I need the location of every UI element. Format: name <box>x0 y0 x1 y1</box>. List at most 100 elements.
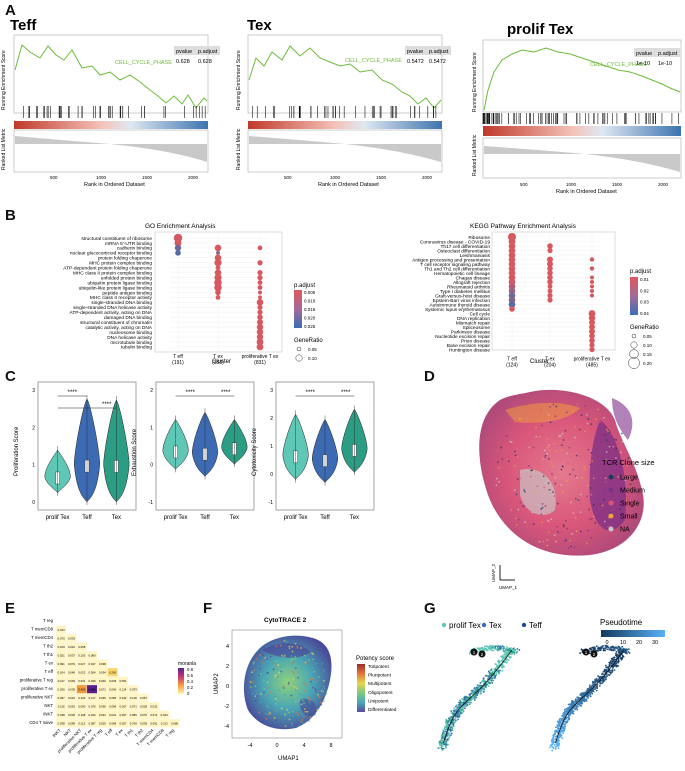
kegg-generatio-label: GeneRatio <box>630 325 659 331</box>
size-legend-label: 0.05 <box>308 347 317 352</box>
term-label: Mismatch repair <box>456 320 491 326</box>
cell-point <box>599 675 601 678</box>
cell-point <box>466 696 469 699</box>
cell-point <box>570 537 573 540</box>
violin-ytick: 2 <box>32 425 35 431</box>
heatmap-value: 0.031 <box>99 713 106 717</box>
cell-point <box>502 649 504 652</box>
heatmap-col-label: T reg <box>165 727 176 738</box>
term-label: Spliceosome <box>463 325 491 331</box>
cell-point <box>530 451 532 453</box>
cell-point <box>590 423 593 426</box>
panel-letter-c: C <box>5 368 16 385</box>
cell-point <box>317 693 319 696</box>
cell-point <box>501 647 504 650</box>
heatmap-value: 0.026 <box>58 687 65 691</box>
cell-point <box>563 729 566 732</box>
cell-point <box>454 717 457 719</box>
cell-point <box>294 655 297 658</box>
cell-point <box>561 444 563 447</box>
cell-point <box>495 674 498 676</box>
cell-point <box>610 512 612 514</box>
cell-point <box>294 695 296 698</box>
cell-point <box>292 678 295 681</box>
cell-point <box>523 489 526 491</box>
dot <box>257 314 263 321</box>
heatmap-legend-tick: 0.2 <box>187 685 194 690</box>
cell-point <box>300 703 303 706</box>
cell-point <box>254 699 257 702</box>
heatmap-value: 0.021 <box>58 653 65 657</box>
heatmap-row-label: T memCD8 <box>31 627 53 632</box>
cell-point <box>252 662 255 665</box>
heatmap-value: 0.038 <box>58 713 65 717</box>
cell-point <box>275 660 278 662</box>
term-label: Th17 cell differentiation <box>440 244 490 250</box>
cell-point <box>514 464 516 467</box>
cell-point <box>277 664 279 666</box>
cell-point <box>597 647 600 650</box>
cell-point <box>610 659 613 662</box>
cell-point <box>613 656 615 659</box>
cell-point <box>603 498 605 501</box>
cell-point <box>579 455 582 458</box>
legend-label: Large <box>620 475 638 482</box>
xtick: 1000 <box>566 182 577 187</box>
term-label: nuclear glucocorticoid receptor binding <box>70 251 152 257</box>
gsea-plot-prolif-tex: prolif Tex CELL_CYCLE_PHASE pvalue p.adj… <box>472 21 682 195</box>
cell-point <box>572 468 575 471</box>
cell-point <box>529 475 532 478</box>
cell-point <box>282 684 285 687</box>
panel-b: GO Enrichment Analysis structural consti… <box>63 223 659 369</box>
heatmap-row-label: proliferative T reg <box>20 678 54 683</box>
cell-point <box>494 645 497 648</box>
cell-point <box>500 446 503 449</box>
cell-point <box>559 732 562 734</box>
cell-point <box>580 414 583 417</box>
cell-point <box>497 644 500 647</box>
cell-point <box>579 511 582 514</box>
cell-point <box>256 692 259 695</box>
cell-point <box>499 669 502 672</box>
cell-point <box>251 681 254 683</box>
cell-point <box>510 647 512 649</box>
trajectory-node-label: 1 <box>473 650 476 655</box>
cell-point <box>536 485 539 488</box>
cluster-count: (204) <box>544 363 556 369</box>
cell-point <box>482 677 485 680</box>
violin-xtick: Tex <box>350 515 359 521</box>
cell-point <box>305 695 308 697</box>
dot <box>589 328 595 335</box>
umap-medium-region <box>589 420 626 531</box>
cell-point <box>288 645 291 648</box>
cell-point <box>308 659 311 662</box>
cluster-tick: T ex <box>545 357 555 363</box>
cell-point <box>574 422 576 424</box>
cell-point <box>605 664 607 667</box>
cell-point <box>604 434 606 437</box>
cell-point <box>440 747 443 750</box>
cell-point <box>570 545 573 548</box>
cell-point <box>567 438 570 441</box>
cell-point <box>489 669 492 672</box>
cell-point <box>294 704 297 707</box>
cell-point <box>553 743 556 746</box>
cell-point <box>442 735 445 738</box>
size-legend-label: 0.10 <box>308 356 317 361</box>
legend-swatch <box>608 500 614 506</box>
panel-letter-a: A <box>5 2 16 19</box>
cell-point <box>609 669 611 672</box>
cell-point <box>439 746 441 749</box>
dot <box>547 284 553 289</box>
heatmap-value: 0.114 <box>120 687 127 691</box>
xtick: 2000 <box>658 182 669 187</box>
cell-point <box>586 411 589 414</box>
cell-point <box>305 710 307 713</box>
cell-point <box>523 505 526 507</box>
heatmap-value: 0.200 <box>109 670 116 674</box>
cell-point <box>451 727 454 729</box>
cell-point <box>455 705 457 708</box>
violin-ylabel: Cytotoxicity Score <box>252 427 258 476</box>
